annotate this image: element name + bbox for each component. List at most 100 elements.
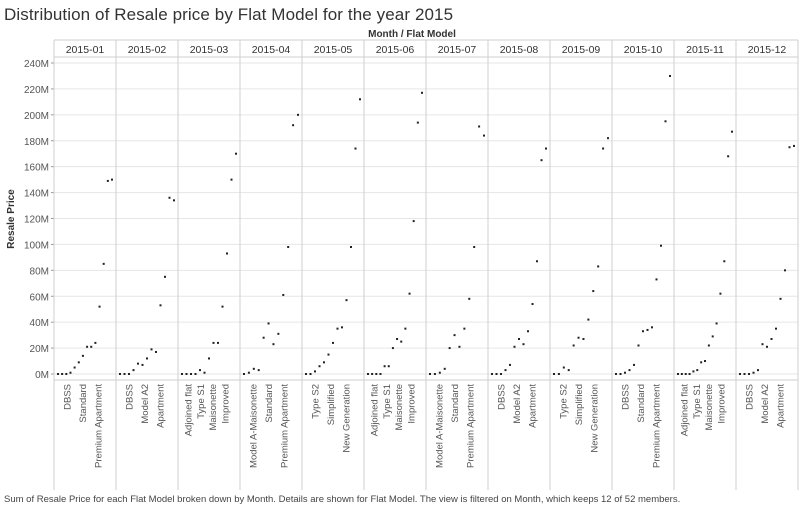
data-point	[314, 370, 316, 373]
y-tick-label: 240M	[24, 59, 49, 70]
data-point	[646, 328, 649, 331]
flat-model-label: Type S1	[692, 384, 703, 419]
data-point	[387, 365, 390, 368]
data-point	[98, 305, 101, 308]
data-point	[504, 369, 507, 372]
flat-model-label: Model A-Maisonette	[435, 384, 446, 468]
flat-model-label: Model A2	[760, 384, 771, 424]
chart-title: Distribution of Resale price by Flat Mod…	[4, 5, 454, 24]
data-point	[704, 360, 706, 363]
flat-model-label: Adjoined flat	[679, 384, 690, 437]
data-point	[473, 246, 476, 249]
data-point	[159, 304, 162, 307]
data-point	[396, 338, 399, 341]
flat-model-label: Improved	[407, 384, 418, 424]
data-point	[651, 326, 653, 329]
data-point	[203, 371, 206, 374]
data-point	[132, 369, 135, 372]
data-point	[416, 121, 419, 124]
data-point	[90, 345, 93, 348]
data-point	[723, 260, 726, 263]
data-point	[272, 343, 275, 346]
data-point	[478, 125, 481, 128]
month-header-2015-04: 2015-04	[252, 44, 291, 56]
data-point	[429, 373, 431, 375]
data-point	[336, 327, 339, 330]
data-point	[775, 327, 777, 330]
data-point	[146, 357, 148, 360]
flat-model-label: DBSS	[125, 384, 136, 410]
flat-model-label: DBSS	[63, 384, 74, 410]
data-point	[468, 297, 471, 300]
data-point	[173, 199, 175, 202]
data-point	[327, 353, 330, 356]
flat-model-label: Maisonette	[394, 384, 405, 430]
data-point	[190, 373, 192, 375]
data-point	[739, 373, 741, 375]
data-point	[642, 330, 644, 333]
data-point	[379, 373, 382, 375]
y-tick-label: 200M	[24, 111, 49, 122]
month-header-2015-02: 2015-02	[128, 44, 167, 56]
data-point	[443, 367, 446, 370]
data-point	[155, 350, 157, 353]
month-header-2015-06: 2015-06	[376, 44, 415, 56]
data-point	[582, 338, 585, 341]
data-point	[669, 74, 671, 77]
flat-model-label: Model A2	[140, 384, 151, 424]
month-header-2015-12: 2015-12	[748, 44, 787, 56]
month-header-2015-05: 2015-05	[314, 44, 353, 56]
data-point	[111, 178, 113, 181]
data-point	[793, 144, 795, 147]
data-point	[692, 370, 695, 373]
data-point	[106, 179, 109, 182]
data-point	[277, 332, 280, 335]
data-point	[784, 269, 786, 272]
flat-model-label: Maisonette	[208, 384, 219, 430]
flat-model-label: Adjoined flat	[369, 384, 380, 437]
data-point	[168, 196, 171, 199]
data-point	[65, 373, 68, 375]
data-point	[766, 345, 768, 348]
data-point	[354, 147, 357, 150]
data-point	[592, 290, 595, 293]
data-point	[624, 371, 626, 374]
data-point	[655, 278, 658, 281]
chart-caption: Sum of Resale Price for each Flat Model …	[4, 494, 681, 505]
data-point	[350, 246, 352, 249]
y-tick-label: 80M	[30, 266, 49, 277]
flat-model-label: Improved	[221, 384, 232, 424]
data-point	[341, 326, 343, 329]
data-point	[61, 373, 64, 375]
data-point	[577, 336, 580, 339]
data-point	[587, 318, 590, 321]
data-point	[788, 146, 791, 149]
flat-model-label: DBSS	[497, 384, 508, 410]
data-point	[235, 152, 237, 155]
data-point	[531, 303, 534, 306]
data-point	[633, 363, 635, 366]
flat-model-label: Maisonette	[704, 384, 715, 430]
y-tick-label: 20M	[30, 344, 49, 355]
data-point	[267, 322, 270, 325]
data-point	[375, 373, 378, 375]
data-point	[262, 336, 265, 339]
month-header-2015-03: 2015-03	[190, 44, 229, 56]
data-point	[123, 373, 126, 375]
data-point	[545, 147, 547, 150]
flat-model-label: Adjoined flat	[183, 384, 194, 437]
y-tick-label: 0M	[35, 370, 49, 381]
data-point	[141, 363, 144, 366]
data-point	[94, 341, 97, 344]
data-point	[412, 220, 415, 223]
y-tick-label: 40M	[30, 318, 49, 329]
flat-model-label: Apartment	[156, 384, 167, 428]
y-tick-label: 180M	[24, 137, 49, 148]
flat-model-label: Premium Apartment	[466, 384, 477, 468]
data-point	[557, 373, 560, 375]
flat-model-label: Model A-Maisonette	[249, 384, 260, 468]
data-point	[287, 246, 290, 249]
data-point	[128, 373, 130, 375]
data-point	[194, 373, 197, 375]
data-point	[696, 369, 699, 372]
